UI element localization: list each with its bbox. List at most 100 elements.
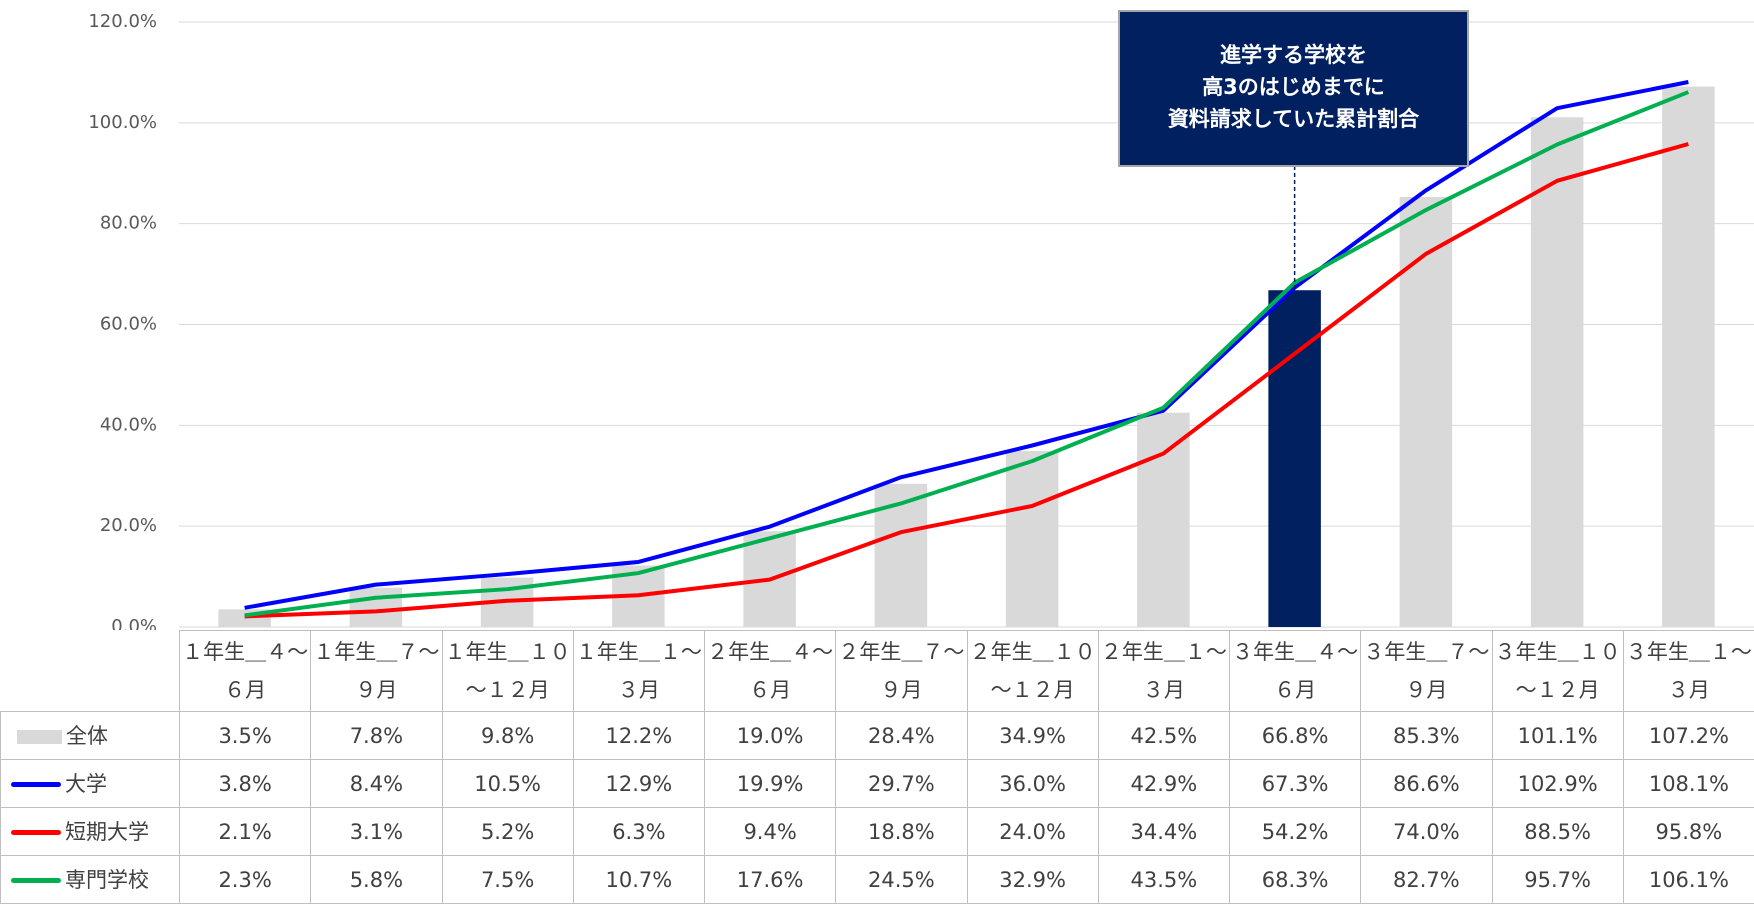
x-tick-label: ２年生＿１～３月 [1098, 631, 1229, 712]
table-row: 短期大学 2.1%3.1%5.2%6.3%9.4%18.8%24.0%34.4%5… [1, 808, 1754, 856]
legend-key [11, 878, 61, 883]
y-tick-label: 40.0% [100, 414, 157, 435]
data-label: 32.9% [967, 856, 1098, 904]
data-label: 108.1% [1623, 760, 1754, 808]
data-label: 3.5% [180, 712, 311, 760]
annotation-text: 高3のはじめまでに [1202, 75, 1385, 99]
data-label: 95.8% [1623, 808, 1754, 856]
data-label: 2.1% [180, 808, 311, 856]
data-label: 101.1% [1492, 712, 1623, 760]
data-label: 3.1% [311, 808, 442, 856]
data-label: 6.3% [573, 808, 704, 856]
bar [1531, 117, 1584, 627]
data-label: 102.9% [1492, 760, 1623, 808]
data-label: 42.9% [1098, 760, 1229, 808]
legend-label: 専門学校 [65, 868, 149, 892]
annotation-text: 進学する学校を [1220, 43, 1367, 67]
x-tick-label: ２年生＿４～６月 [705, 631, 836, 712]
data-label: 19.9% [705, 760, 836, 808]
data-label: 10.5% [442, 760, 573, 808]
data-label: 7.8% [311, 712, 442, 760]
data-label: 106.1% [1623, 856, 1754, 904]
data-label: 88.5% [1492, 808, 1623, 856]
data-label: 68.3% [1230, 856, 1361, 904]
legend-entry: 大学 [1, 760, 180, 808]
line [245, 82, 1689, 608]
data-label: 7.5% [442, 856, 573, 904]
table-row: 専門学校 2.3%5.8%7.5%10.7%17.6%24.5%32.9%43.5… [1, 856, 1754, 904]
data-label: 10.7% [573, 856, 704, 904]
data-label: 54.2% [1230, 808, 1361, 856]
x-tick-label: １年生＿１０～１２月 [442, 631, 573, 712]
x-tick-label: １年生＿７～９月 [311, 631, 442, 712]
legend-key [11, 782, 61, 787]
data-label: 43.5% [1098, 856, 1229, 904]
table-row: 大学 3.8%8.4%10.5%12.9%19.9%29.7%36.0%42.9%… [1, 760, 1754, 808]
data-label: 29.7% [836, 760, 967, 808]
legend-label: 全体 [66, 724, 108, 748]
x-tick-label: １年生＿４～６月 [180, 631, 311, 712]
y-tick-label: 100.0% [88, 112, 157, 133]
legend-entry: 専門学校 [1, 856, 180, 904]
corner [1, 631, 180, 712]
data-label: 17.6% [705, 856, 836, 904]
x-tick-label: ３年生＿１～３月 [1623, 631, 1754, 712]
legend-entry: 短期大学 [1, 808, 180, 856]
bar [350, 588, 403, 627]
x-tick-label: ３年生＿７～９月 [1361, 631, 1492, 712]
data-label: 24.0% [967, 808, 1098, 856]
data-label: 95.7% [1492, 856, 1623, 904]
data-label: 86.6% [1361, 760, 1492, 808]
data-label: 8.4% [311, 760, 442, 808]
bar [1137, 413, 1190, 627]
data-label: 66.8% [1230, 712, 1361, 760]
data-label: 9.8% [442, 712, 573, 760]
legend-key [17, 730, 62, 744]
table-row: 全体 3.5%7.8%9.8%12.2%19.0%28.4%34.9%42.5%6… [1, 712, 1754, 760]
y-tick-label: 120.0% [88, 11, 157, 32]
data-label: 107.2% [1623, 712, 1754, 760]
data-label: 9.4% [705, 808, 836, 856]
data-label: 67.3% [1230, 760, 1361, 808]
data-label: 36.0% [967, 760, 1098, 808]
y-tick-label: 80.0% [100, 213, 157, 234]
data-label: 24.5% [836, 856, 967, 904]
legend-entry: 全体 [1, 712, 180, 760]
line [245, 92, 1689, 615]
data-label: 12.9% [573, 760, 704, 808]
data-label: 42.5% [1098, 712, 1229, 760]
legend-label: 大学 [65, 772, 107, 796]
x-tick-label: ３年生＿１０～１２月 [1492, 631, 1623, 712]
x-tick-label: ３年生＿４～６月 [1230, 631, 1361, 712]
data-label: 5.8% [311, 856, 442, 904]
legend-key [11, 830, 61, 835]
bar [1400, 197, 1453, 627]
data-label: 12.2% [573, 712, 704, 760]
annotation-text: 資料請求していた累計割合 [1168, 107, 1420, 131]
x-tick-label: ２年生＿７～９月 [836, 631, 967, 712]
y-tick-label: 0.0% [111, 616, 157, 630]
y-tick-label: 20.0% [100, 515, 157, 536]
bar [1662, 87, 1715, 627]
line [245, 144, 1689, 616]
data-label: 34.9% [967, 712, 1098, 760]
data-label: 5.2% [442, 808, 573, 856]
data-label: 34.4% [1098, 808, 1229, 856]
legend-label: 短期大学 [65, 820, 149, 844]
data-label: 19.0% [705, 712, 836, 760]
data-label: 82.7% [1361, 856, 1492, 904]
data-label: 28.4% [836, 712, 967, 760]
x-tick-label: １年生＿１～３月 [573, 631, 704, 712]
bar [1006, 451, 1059, 627]
y-tick-label: 60.0% [100, 314, 157, 335]
chart: 0.0% 20.0% 40.0% 60.0% 80.0% 100.0% 120.0% 進学する… [0, 0, 1754, 630]
data-label: 85.3% [1361, 712, 1492, 760]
data-label: 74.0% [1361, 808, 1492, 856]
data-label: 3.8% [180, 760, 311, 808]
x-tick-label: ２年生＿１０～１２月 [967, 631, 1098, 712]
data-label: 2.3% [180, 856, 311, 904]
data-label: 18.8% [836, 808, 967, 856]
